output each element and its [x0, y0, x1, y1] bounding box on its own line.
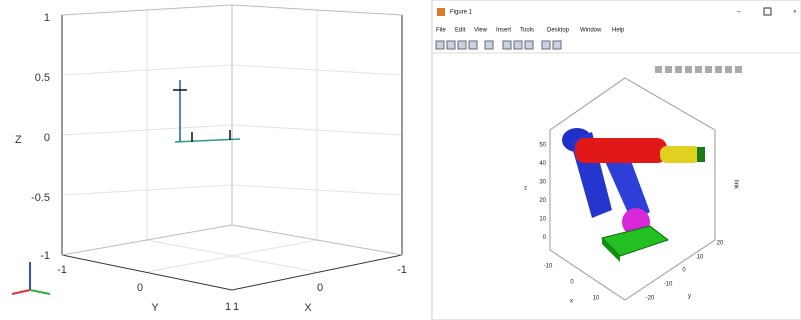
y-axis-label: y — [688, 294, 691, 300]
y-tick-label: 1 — [225, 301, 231, 313]
x-tick-label: 1 — [233, 301, 239, 313]
y-tick-label: 20 — [717, 241, 724, 247]
x-tick-label: 0 — [317, 282, 323, 294]
close-button[interactable]: × — [793, 10, 797, 16]
z-tick-label: 50 — [539, 143, 546, 149]
x-tick-label: -10 — [544, 264, 553, 270]
menu-item[interactable]: View — [474, 28, 488, 34]
menu-bar: File Edit View Insert Tools Desktop Window Help — [436, 28, 625, 34]
menu-item[interactable]: File — [436, 28, 446, 34]
y-tick-label: -10 — [664, 282, 673, 288]
x-tick-label: 10 — [593, 296, 600, 302]
z-tick-label: 0.5 — [35, 72, 50, 84]
menu-item[interactable]: Insert — [496, 28, 511, 34]
y-tick-label: -20 — [646, 296, 655, 302]
z-tick-label: 1 — [44, 12, 50, 24]
axes-toolbar — [655, 66, 742, 73]
menu-item[interactable]: Tools — [520, 28, 534, 34]
z-axis-label: z — [524, 186, 527, 192]
menu-item[interactable]: Window — [580, 28, 602, 34]
z-tick-label: 0 — [44, 132, 50, 144]
orientation-triad — [12, 262, 50, 294]
z-tick-label: 10 — [539, 217, 546, 223]
z-tick-label: 30 — [539, 180, 546, 186]
y-tick-label: 10 — [697, 255, 704, 261]
y-tick-label: 0 — [137, 282, 143, 294]
x-axis-label: X — [304, 302, 312, 314]
menu-item[interactable]: Edit — [455, 28, 466, 34]
z-tick-label: 40 — [539, 161, 546, 167]
z-tick-label: 20 — [539, 198, 546, 204]
screenshot: Z 1 0.5 0 -0.5 -1 -1 0 1 Y 1 0 -1 X Figu… — [0, 0, 801, 320]
x-axis-label: x — [570, 299, 573, 305]
menu-item[interactable]: Desktop — [547, 28, 570, 34]
y-tick-label: -1 — [57, 264, 67, 276]
window-icon — [437, 8, 445, 16]
x-tick-label: -1 — [397, 264, 407, 276]
y-axis-label: Y — [151, 302, 159, 314]
z-tick-label: -0.5 — [31, 192, 50, 204]
z-tick-label: -1 — [40, 250, 50, 262]
z-axis-label: Z — [15, 134, 22, 146]
side-label: link — [732, 180, 738, 190]
window-title: Figure 1 — [450, 10, 473, 16]
left-plot: Z 1 0.5 0 -0.5 -1 -1 0 1 Y 1 0 -1 X — [12, 5, 407, 314]
menu-item[interactable]: Help — [612, 28, 625, 34]
